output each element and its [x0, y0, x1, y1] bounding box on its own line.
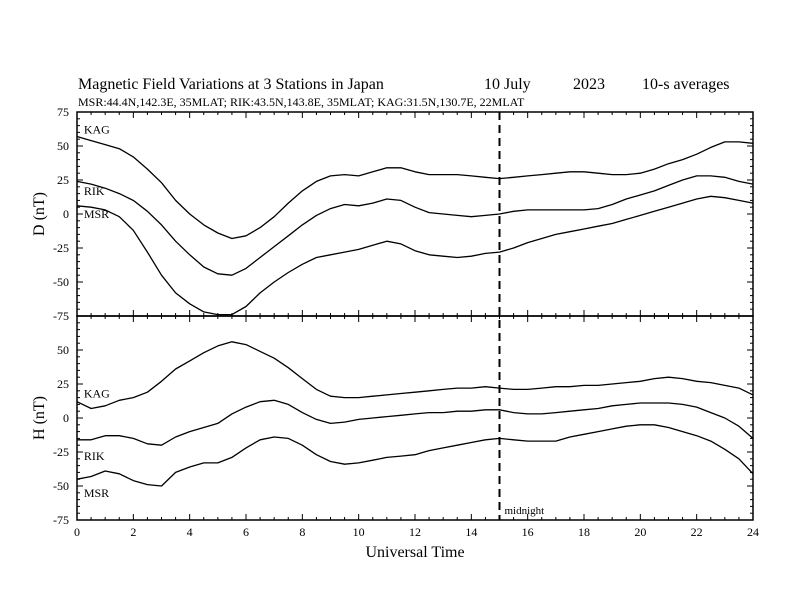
y-tick-label: 75	[57, 105, 69, 119]
x-tick-label: 8	[299, 525, 305, 539]
x-tick-label: 10	[353, 525, 365, 539]
plot-frame-h	[76, 315, 754, 521]
y-tick-label: -50	[53, 275, 69, 289]
series-label-rik: RIK	[84, 184, 105, 198]
series-label-kag: KAG	[84, 387, 110, 401]
x-tick-label: 20	[634, 525, 646, 539]
x-tick-label: 24	[747, 525, 759, 539]
y-tick-label: -25	[53, 445, 69, 459]
x-tick-label: 0	[74, 525, 80, 539]
trace-kag-d	[76, 135, 754, 240]
x-axis-title: Universal Time	[365, 544, 464, 561]
series-label-rik: RIK	[84, 449, 105, 463]
y-axis-title-d: D (nT)	[31, 192, 48, 236]
x-tick-label: 22	[691, 525, 703, 539]
y-tick-label: -75	[53, 309, 69, 323]
trace-msr-h	[76, 424, 754, 487]
figure-date: 10 July	[484, 76, 531, 93]
y-tick-label: -25	[53, 241, 69, 255]
x-tick-label: 12	[409, 525, 421, 539]
y-tick-label: 50	[57, 343, 69, 357]
panel-declination: 75 50 25 0 -25 -50 -75 D (nT) KAG RIK MSR	[31, 105, 754, 323]
plot-frame-d	[76, 111, 754, 317]
y-tick-label: 25	[57, 377, 69, 391]
y-tick-label: 50	[57, 139, 69, 153]
figure-averaging: 10-s averages	[642, 76, 730, 93]
trace-kag-h	[76, 341, 754, 410]
y-tick-label: 25	[57, 173, 69, 187]
y-tick-label: -50	[53, 479, 69, 493]
x-tick-label: 16	[522, 525, 534, 539]
station-coordinates: MSR:44.4N,142.3E, 35MLAT; RIK:43.5N,143.…	[78, 95, 525, 109]
y-tick-label: 0	[63, 207, 69, 221]
y-tick-label: 0	[63, 411, 69, 425]
series-label-kag: KAG	[84, 123, 110, 137]
x-tick-label: 14	[465, 525, 477, 539]
x-tick-label: 2	[130, 525, 136, 539]
x-tick-label: 18	[578, 525, 590, 539]
y-tick-label: -75	[53, 513, 69, 527]
series-label-msr: MSR	[84, 486, 109, 500]
y-axis-title-h: H (nT)	[31, 396, 48, 440]
figure-year: 2023	[573, 76, 605, 93]
trace-rik-d	[76, 175, 754, 276]
x-tick-label: 6	[243, 525, 249, 539]
series-label-msr: MSR	[84, 207, 109, 221]
trace-rik-h	[77, 399, 754, 446]
midnight-marker-label: midnight	[505, 505, 545, 517]
x-tick-label: 4	[187, 525, 193, 539]
trace-msr-d	[76, 195, 754, 316]
figure-title: Magnetic Field Variations at 3 Stations …	[78, 76, 384, 93]
